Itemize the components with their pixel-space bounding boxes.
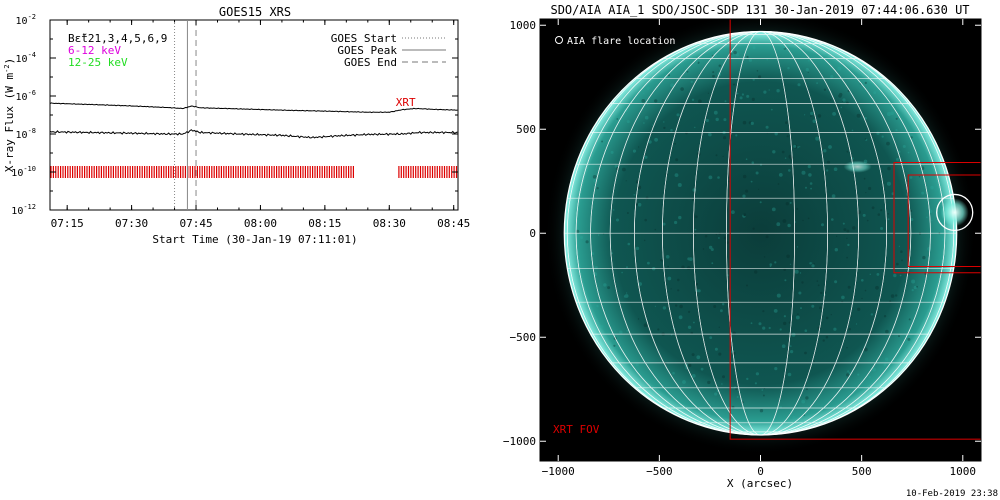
goes-legend-6-12kev: 6-12 keV: [68, 44, 121, 57]
aia-chart-title: SDO/AIA AIA_1 SDO/JSOC-SDP 131 30-Jan-20…: [550, 3, 969, 17]
goes-y-tick-label: 10-2: [16, 13, 36, 27]
goes-x-tick-label: 07:45: [179, 217, 212, 230]
aia-y-tick-label: 1000: [510, 19, 537, 32]
aia-x-tick-label: 500: [852, 465, 872, 478]
xrt-fov-label: XRT FOV: [553, 423, 600, 436]
solar-disk-texture: [575, 45, 946, 423]
goes-lightcurve-chart: GOES15 XRS XRT 07:15 07:30 07:45 08:00 08:15…: [3, 5, 470, 246]
xrt-annotation: XRT: [396, 96, 416, 109]
aia-y-tick-label: −1000: [503, 435, 536, 448]
aia-x-tick-label: 1000: [950, 465, 977, 478]
goes-legend-12-25kev: 12-25 keV: [68, 56, 128, 69]
aia-y-tick-label: 0: [529, 227, 536, 240]
active-region: [843, 160, 872, 173]
goes-flux-series-1: [49, 102, 458, 114]
goes-legend-channels: Bε̃t21,3,4,5,6,9: [68, 32, 167, 45]
goes-x-tick-label: 08:45: [437, 217, 470, 230]
solar-limb: [563, 30, 958, 436]
flare-emission: [940, 198, 969, 227]
goes-x-axis-label: Start Time (30-Jan-19 07:11:01): [152, 233, 357, 246]
goes-chart-title: GOES15 XRS: [219, 5, 291, 19]
xrt-observation-band: [398, 166, 458, 178]
aia-y-tick-label: 500: [516, 123, 536, 136]
goes-y-tick-label: 10-8: [16, 127, 36, 141]
goes-y-tick-label: 10-12: [11, 203, 36, 217]
aia-y-tick-label: −500: [510, 331, 537, 344]
goes-flux-series-2: [49, 129, 458, 139]
aia-legend-label: AIA flare location: [567, 36, 675, 47]
footer-timestamp: 10-Feb-2019 23:38: [906, 489, 998, 499]
goes-x-tick-label: 07:30: [115, 217, 148, 230]
goes-legend-end-label: GOES End: [344, 56, 397, 69]
aia-legend-circle-icon: [555, 36, 563, 44]
aia-x-tick-label: 0: [757, 465, 764, 478]
goes-x-tick-label: 08:15: [308, 217, 341, 230]
goes-x-tick-label: 08:30: [373, 217, 406, 230]
xrt-region-box: [907, 174, 981, 268]
goes-y-axis-label: X-ray Flux (W m-2): [3, 58, 16, 172]
goes-y-tick-label: 10-6: [16, 89, 36, 103]
aia-x-tick-label: −500: [646, 465, 673, 478]
flare-location-marker: [936, 193, 974, 232]
aia-x-tick-label: −1000: [542, 465, 575, 478]
goes-y-tick-label: 10-4: [16, 51, 36, 65]
aia-legend: AIA flare location: [555, 36, 675, 47]
goes-x-tick-label: 07:15: [51, 217, 84, 230]
xrt-observation-band: [50, 166, 354, 178]
aia-solar-image-chart: SDO/AIA AIA_1 SDO/JSOC-SDP 131 30-Jan-20…: [503, 3, 982, 490]
goes-legend-peak-label: GOES Peak: [337, 44, 397, 57]
goes-y-tick-label: 10-10: [11, 165, 36, 179]
goes-x-tick-label: 08:00: [244, 217, 277, 230]
aia-x-axis-label: X (arcsec): [727, 477, 793, 490]
goes-legend-start-label: GOES Start: [331, 32, 397, 45]
